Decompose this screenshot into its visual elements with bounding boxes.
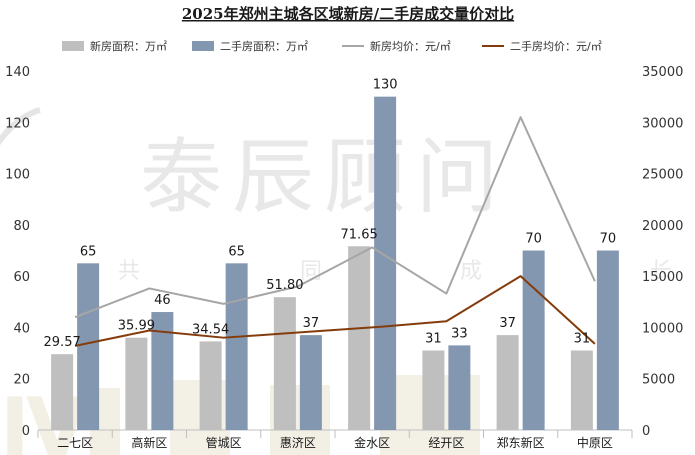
y-left-tick-1: 20 — [13, 373, 30, 388]
chart-title: 2025年郑州主城各区域新房/二手房成交量价对比 — [182, 5, 514, 23]
data-label-second-4: 130 — [373, 78, 398, 93]
bar-second-1 — [151, 312, 174, 430]
axes: 0 20 40 60 80 100 120 140 0 5000 10000 15000 20000 25… — [5, 65, 683, 450]
y-right-tick-2: 10000 — [642, 321, 683, 336]
bar-second-3 — [299, 335, 322, 430]
bar-second-0 — [77, 263, 100, 430]
data-label-second-2: 65 — [228, 244, 245, 259]
data-label-new-0: 29.57 — [44, 335, 81, 350]
x-category-label-0: 二七区 — [57, 436, 93, 450]
bar-second-2 — [225, 263, 248, 430]
x-category-label-5: 经开区 — [428, 436, 464, 450]
data-label-second-0: 65 — [80, 244, 97, 259]
y-left-tick-7: 140 — [5, 65, 30, 80]
watermark-slogan-1: 共 — [118, 259, 140, 284]
data-label-new-5: 31 — [425, 332, 442, 347]
legend-label-2: 新房均价：元/㎡ — [370, 39, 451, 53]
data-label-new-4: 71.65 — [341, 227, 378, 242]
y-right-tick-0: 0 — [642, 424, 650, 439]
legend-label-1: 二手房面积：万㎡ — [220, 39, 308, 53]
bar-second-5 — [448, 345, 471, 430]
bars — [51, 96, 619, 431]
y-right-tick-7: 35000 — [642, 65, 683, 80]
legend: 新房面积：万㎡ 二手房面积：万㎡ 新房均价：元/㎡ 二手房均价：元/㎡ — [62, 39, 602, 53]
legend-swatch-0 — [62, 41, 84, 51]
bar-new-4 — [348, 246, 371, 430]
svg-text:Ⅳ: Ⅳ — [0, 381, 88, 455]
line-series-second-price — [74, 275, 596, 347]
data-label-second-7: 70 — [600, 232, 617, 247]
data-labels: 29.57 35.99 34.54 51.80 71.65 31 37 31 65 46 65 37 1… — [44, 78, 617, 351]
y-right-tick-1: 5000 — [642, 373, 675, 388]
watermark-slogan-3: 成 — [460, 259, 482, 284]
y-left-tick-3: 60 — [13, 270, 30, 285]
x-category-label-2: 管城区 — [206, 435, 242, 450]
x-category-label-4: 金水区 — [354, 435, 390, 450]
y-left-tick-5: 100 — [5, 168, 30, 183]
bar-second-4 — [374, 96, 397, 431]
y-left-tick-0: 0 — [22, 424, 30, 439]
data-label-new-3: 51.80 — [266, 278, 303, 293]
watermark: 泰辰顾问 共 同 成 长 — [118, 130, 672, 284]
x-category-label-6: 郑东新区 — [497, 435, 545, 450]
y-left-tick-2: 40 — [13, 321, 30, 336]
watermark-slogan-2: 同 — [300, 259, 322, 284]
bar-new-0 — [51, 354, 74, 430]
x-category-label-7: 中原区 — [577, 435, 613, 450]
data-label-second-1: 46 — [154, 293, 171, 308]
bar-new-1 — [125, 337, 148, 430]
data-label-new-1: 35.99 — [118, 319, 155, 334]
watermark-brand: 泰辰顾问 — [140, 130, 508, 225]
lines — [74, 116, 596, 347]
data-label-new-6: 37 — [499, 316, 516, 331]
x-category-label-3: 惠济区 — [280, 435, 316, 450]
bar-new-2 — [199, 341, 222, 430]
legend-label-0: 新房面积：万㎡ — [90, 39, 167, 53]
bar-new-6 — [496, 335, 519, 430]
y-right-tick-3: 15000 — [642, 270, 683, 285]
y-left-tick-6: 120 — [5, 116, 30, 131]
y-left-tick-4: 80 — [13, 219, 30, 234]
legend-label-3: 二手房均价：元/㎡ — [510, 39, 602, 53]
data-label-second-6: 70 — [525, 232, 542, 247]
bar-new-5 — [422, 350, 445, 430]
bar-second-6 — [522, 250, 545, 430]
bar-second-7 — [596, 250, 619, 430]
legend-swatch-1 — [192, 41, 214, 51]
data-label-second-5: 33 — [451, 326, 468, 341]
y-right-tick-6: 30000 — [642, 116, 683, 131]
data-label-second-3: 37 — [303, 316, 320, 331]
bar-new-7 — [570, 350, 593, 430]
y-right-tick-4: 20000 — [642, 219, 683, 234]
data-label-new-2: 34.54 — [192, 322, 229, 337]
x-category-label-1: 高新区 — [131, 435, 167, 450]
data-label-new-7: 31 — [574, 332, 591, 347]
y-right-tick-5: 25000 — [642, 168, 683, 183]
bar-new-3 — [273, 297, 296, 430]
line-series-new-price — [74, 116, 596, 319]
watermark-slogan-4: 长 — [650, 259, 672, 284]
